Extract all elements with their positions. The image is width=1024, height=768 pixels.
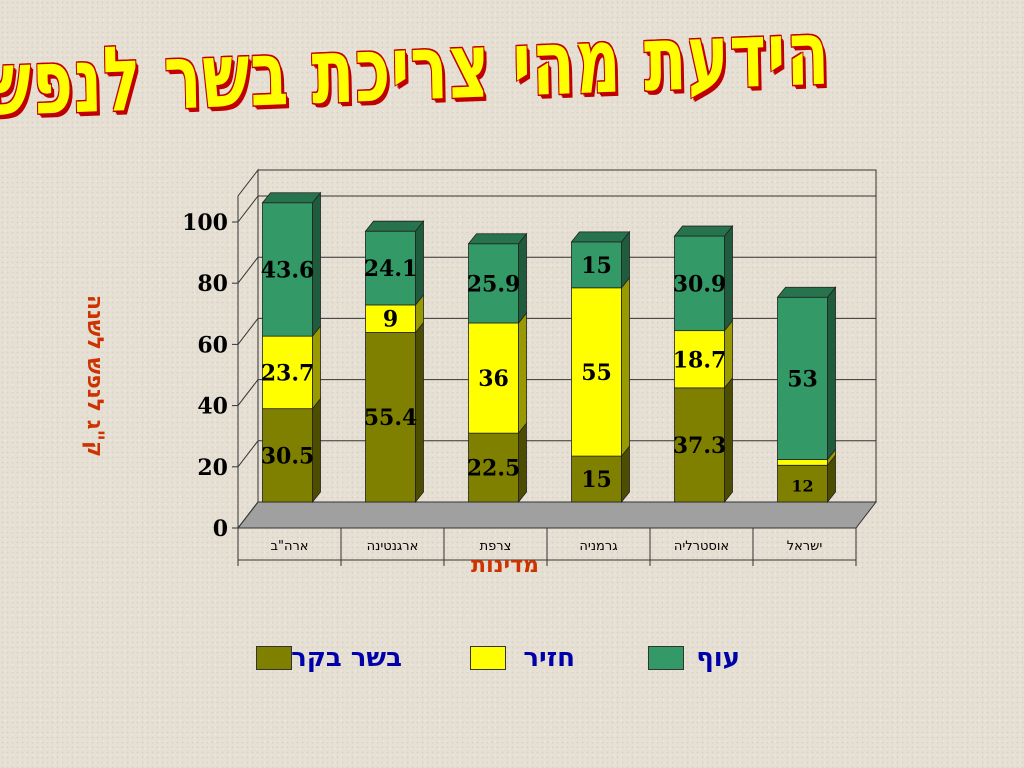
data-label: 15 <box>581 467 612 493</box>
y-tick-label: 40 <box>197 394 228 420</box>
legend-swatch <box>470 646 506 670</box>
x-tick-label: ישראל <box>787 539 823 554</box>
plot-area: 0 20 40 60 80 100 30.5 23.7 43.6 ארה"ב 55.4 9 24.1 אר… <box>182 168 878 566</box>
data-label: 18.7 <box>673 347 727 373</box>
bar-top <box>364 220 425 232</box>
x-tick-label: ארה"ב <box>270 539 308 554</box>
data-label: 23.7 <box>261 360 315 386</box>
data-label: 36 <box>478 366 509 392</box>
y-tick-label: 20 <box>197 455 228 481</box>
data-label: 15 <box>581 253 612 279</box>
bar-segment <box>571 455 622 503</box>
bar-segment <box>468 243 519 324</box>
bar-segment <box>468 432 519 503</box>
gridline-side <box>237 195 259 223</box>
bar-segment <box>365 230 416 306</box>
legend-swatch <box>648 646 684 670</box>
data-label: 30.5 <box>261 443 315 469</box>
bar-segment <box>468 322 519 434</box>
data-label: 22.5 <box>467 456 521 482</box>
bar-segment <box>262 202 313 337</box>
data-label: 24.1 <box>364 256 418 282</box>
y-tick-label: 80 <box>197 271 228 297</box>
x-tick-label: גרמניה <box>579 539 617 554</box>
data-label: 43.6 <box>261 257 315 283</box>
data-label: 9 <box>383 307 398 333</box>
gridline-side <box>237 318 259 345</box>
x-tick-label: אוסטרליה <box>674 539 729 554</box>
bar-top <box>776 286 837 298</box>
legend-label: בשר בקר <box>291 643 402 673</box>
gridline-side <box>237 379 259 406</box>
data-label: 30.9 <box>673 271 727 297</box>
bar-segment <box>262 335 313 410</box>
legend-label: חזיר <box>523 643 575 673</box>
y-tick-label: 0 <box>213 516 228 542</box>
y-axis-title: ק"ג לנפש לשנה <box>82 294 107 458</box>
bar-top <box>570 231 631 243</box>
bar-segment <box>674 387 725 503</box>
gridline-side <box>237 440 259 468</box>
x-tick-label: צרפת <box>480 539 512 554</box>
data-label: 12 <box>791 477 813 496</box>
bar-segment <box>777 296 828 460</box>
data-label: 37.3 <box>673 433 727 459</box>
y-tick-label: 100 <box>182 210 228 236</box>
gridline-side <box>237 256 259 284</box>
chart-floor <box>236 501 878 529</box>
bar-side <box>827 286 836 461</box>
bar-segment <box>777 464 828 503</box>
bar-top <box>673 225 734 237</box>
data-label: 25.9 <box>467 271 521 297</box>
bar-segment <box>262 408 313 503</box>
side-wall <box>237 168 259 530</box>
bar-side <box>621 276 630 458</box>
bar-side <box>518 311 527 435</box>
legend-label: עוף <box>696 643 740 673</box>
data-label: 55 <box>581 360 612 386</box>
bar-segment <box>571 287 622 457</box>
x-tick-label: ארגנטינה <box>367 539 419 554</box>
y-tick-label: 60 <box>197 332 228 358</box>
data-label: 55.4 <box>364 405 418 431</box>
legend-swatch <box>256 646 292 670</box>
bar-top <box>467 233 528 245</box>
data-label: 53 <box>787 366 818 392</box>
bar-top <box>261 192 322 204</box>
x-axis-title: מדינות <box>471 553 539 578</box>
